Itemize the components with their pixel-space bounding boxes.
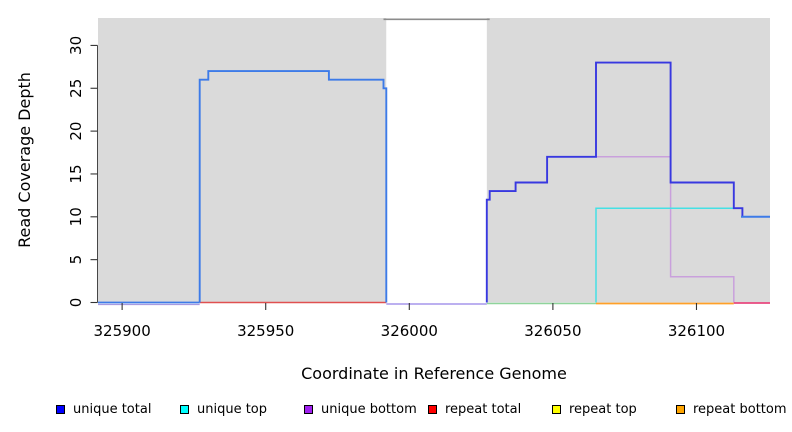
unique-top-line bbox=[595, 207, 734, 303]
plot-series-lines bbox=[98, 18, 770, 306]
legend-item-unique-top: unique top bbox=[180, 401, 304, 417]
legend-item-repeat-top: repeat top bbox=[552, 401, 676, 417]
x-tick-label: 325950 bbox=[237, 322, 294, 340]
unshaded-gap bbox=[386, 18, 487, 303]
x-tick-label: 326050 bbox=[524, 322, 581, 340]
unique-bottom-line bbox=[596, 156, 735, 303]
legend-label: unique bottom bbox=[321, 401, 417, 417]
legend-item-unique-total: unique total bbox=[56, 401, 180, 417]
legend-swatch-icon bbox=[56, 404, 65, 414]
legend: unique total unique top unique bottom repea… bbox=[56, 400, 792, 418]
left-coverage-step bbox=[198, 70, 388, 303]
legend-swatch-icon bbox=[428, 404, 437, 414]
legend-label: unique total bbox=[73, 401, 152, 417]
legend-item-repeat-total: repeat total bbox=[428, 401, 552, 417]
right-coverage-step bbox=[485, 61, 744, 303]
y-tick-label: 25 bbox=[67, 79, 85, 98]
legend-swatch-icon bbox=[552, 404, 561, 414]
x-tick-label: 326000 bbox=[381, 322, 438, 340]
y-tick-label: 0 bbox=[67, 298, 85, 308]
y-tick-label: 10 bbox=[67, 207, 85, 226]
x-axis-title: Coordinate in Reference Genome bbox=[301, 364, 567, 383]
legend-item-unique-bottom: unique bottom bbox=[304, 401, 428, 417]
y-axis-title: Read Coverage Depth bbox=[15, 72, 34, 248]
y-tick-label: 15 bbox=[67, 164, 85, 183]
legend-label: unique top bbox=[197, 401, 268, 417]
plot-background-regions bbox=[98, 18, 770, 303]
plot-axes: 325900 325950 326000 326050 326100 0 5 10 15 20 25… bbox=[67, 36, 725, 340]
legend-swatch-icon bbox=[676, 404, 685, 414]
coverage-chart: 325900 325950 326000 326050 326100 0 5 10 15 20 25… bbox=[15, 18, 770, 383]
x-tick-label: 325900 bbox=[93, 322, 150, 340]
legend-label: repeat top bbox=[569, 401, 637, 417]
y-tick-label: 30 bbox=[67, 36, 85, 55]
legend-label: repeat total bbox=[445, 401, 522, 417]
shaded-region-right bbox=[486, 18, 770, 303]
legend-label: repeat bottom bbox=[693, 401, 787, 417]
y-tick-label: 20 bbox=[67, 122, 85, 141]
shaded-region-left bbox=[98, 18, 387, 303]
legend-swatch-icon bbox=[304, 404, 313, 414]
coverage-plot-svg: 325900 325950 326000 326050 326100 0 5 10 15 20 25… bbox=[15, 18, 770, 383]
y-tick-label: 5 bbox=[67, 255, 85, 265]
legend-swatch-icon bbox=[180, 404, 189, 414]
legend-item-repeat-bottom: repeat bottom bbox=[676, 401, 792, 417]
x-tick-label: 326100 bbox=[668, 322, 725, 340]
